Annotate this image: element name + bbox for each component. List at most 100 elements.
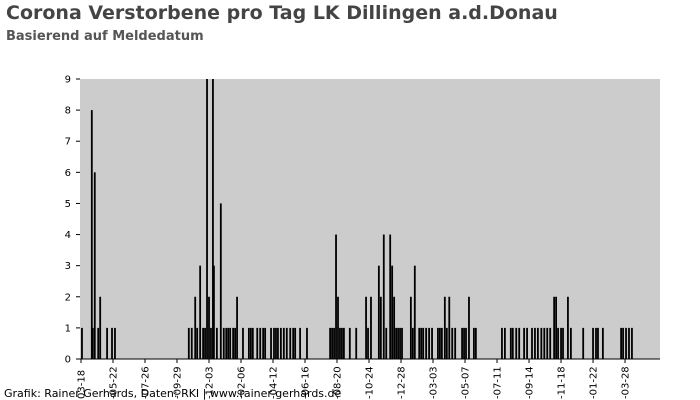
bar (399, 327, 401, 359)
bar (210, 327, 212, 359)
bar (234, 327, 236, 359)
x-tick-label: -12-03 (204, 366, 215, 399)
bar (259, 327, 262, 359)
bar (81, 327, 83, 359)
bar (212, 79, 214, 359)
x-tick-label: -10-24 (365, 366, 376, 399)
x-tick-label: -05-22 (108, 366, 119, 399)
bar (534, 327, 536, 359)
bar (215, 327, 218, 359)
bar (413, 265, 416, 359)
y-tick-label: 8 (65, 106, 71, 117)
y-tick-label: 0 (65, 355, 71, 366)
bar (279, 327, 282, 359)
bar (204, 327, 206, 359)
bar (631, 327, 633, 359)
bar (601, 327, 604, 359)
bar (227, 327, 230, 359)
bar (97, 327, 100, 359)
bar (567, 296, 569, 359)
bar (251, 327, 254, 359)
bar (428, 327, 430, 359)
y-tick-label: 9 (65, 75, 71, 86)
x-tick-label: -09-29 (172, 366, 183, 399)
x-tick-label: -07-26 (140, 366, 151, 399)
bar (385, 327, 388, 359)
bar (582, 327, 585, 359)
bar (114, 327, 116, 359)
bar (299, 327, 301, 359)
bar (409, 296, 412, 359)
bar (511, 327, 514, 359)
y-tick-label: 1 (65, 323, 71, 334)
bar (504, 327, 506, 359)
bar (461, 327, 463, 359)
bar (628, 327, 630, 359)
bar (277, 327, 279, 359)
bar (242, 327, 244, 359)
bar (437, 327, 439, 359)
y-tick-label: 4 (65, 230, 71, 241)
bar (202, 327, 204, 359)
bar (401, 327, 403, 359)
bar (333, 327, 335, 359)
bar (418, 327, 421, 359)
x-tick-label: -03-28 (621, 366, 632, 399)
bar (463, 327, 465, 359)
bar (339, 327, 341, 359)
bar (256, 327, 259, 359)
bar (509, 327, 512, 359)
bar (208, 296, 210, 359)
bar (335, 234, 337, 359)
x-tick-label: -07-11 (493, 366, 504, 399)
chart-title: Corona Verstorbene pro Tag LK Dillingen … (6, 2, 558, 24)
bar (454, 327, 457, 359)
bar (329, 327, 332, 359)
bar (236, 296, 238, 359)
bar (187, 327, 190, 359)
bar (625, 327, 627, 359)
bar (292, 327, 295, 359)
bar (111, 327, 113, 359)
bar (501, 327, 503, 359)
x-tick-label: -04-12 (269, 366, 280, 399)
bar (262, 327, 265, 359)
bar (222, 327, 225, 359)
bar (229, 327, 232, 359)
bar (543, 327, 546, 359)
bar (225, 327, 228, 359)
bar (560, 327, 562, 359)
bar (93, 172, 96, 359)
bar (592, 327, 594, 359)
bar (348, 327, 351, 359)
y-tick-label: 2 (65, 292, 71, 303)
chart-subtitle: Basierend auf Meldedatum (6, 29, 204, 44)
bar (553, 296, 556, 359)
source: Grafik: Rainer Gerhards, Daten: RKI | ww… (4, 387, 342, 400)
bar (275, 327, 277, 359)
bar (443, 296, 446, 359)
bar (597, 327, 599, 359)
bar (555, 296, 558, 359)
bar (540, 327, 543, 359)
bar (439, 327, 441, 359)
bar (393, 296, 396, 359)
x-tick-label: -11-18 (557, 366, 568, 399)
bar (536, 327, 539, 359)
bar (282, 327, 285, 359)
bar (206, 79, 208, 359)
bar (474, 327, 477, 359)
bar (249, 327, 252, 359)
bar (355, 327, 358, 359)
bar (546, 327, 549, 359)
bar (337, 296, 339, 359)
bar (451, 327, 454, 359)
bar (620, 327, 623, 359)
x-tick-label: -02-06 (237, 366, 248, 399)
bar (196, 327, 199, 359)
x-tick-label: 03-18 (76, 370, 87, 399)
bar (232, 327, 235, 359)
bar (526, 327, 528, 359)
bar (219, 203, 222, 359)
bar (562, 327, 564, 359)
